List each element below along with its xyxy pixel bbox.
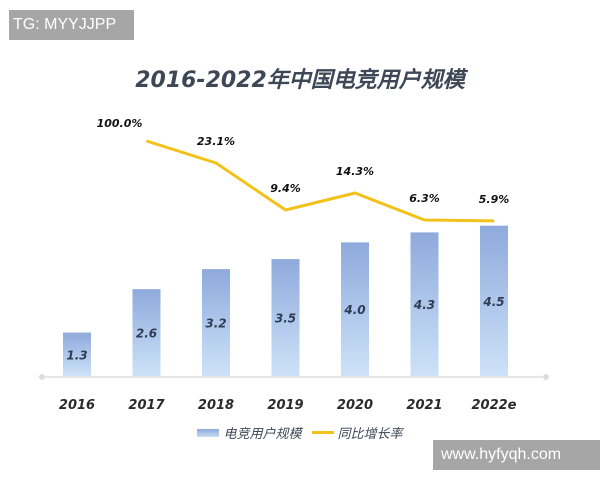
legend-swatch-line bbox=[311, 431, 334, 434]
bar-value-label: 3.5 bbox=[275, 312, 296, 326]
x-tick-label: 2016 bbox=[59, 398, 95, 413]
watermark-top-left: TG: MYYJJPP bbox=[9, 10, 134, 40]
x-tick-label: 2020 bbox=[337, 398, 373, 413]
x-tick-label: 2018 bbox=[198, 398, 234, 413]
bar-value-label: 3.2 bbox=[205, 317, 226, 331]
bar-2019 bbox=[271, 259, 300, 376]
growth-point bbox=[354, 192, 356, 194]
chart-title: 2016-2022年中国电竞用户规模 bbox=[135, 68, 465, 93]
x-tick-label: 2017 bbox=[128, 398, 165, 413]
bar-value-label: 4.3 bbox=[413, 298, 435, 312]
bar-2016 bbox=[63, 332, 91, 376]
growth-value-label: 14.3% bbox=[336, 165, 374, 178]
bar-2021 bbox=[410, 232, 439, 376]
x-tick-label: 2021 bbox=[406, 398, 442, 413]
growth-point bbox=[215, 162, 217, 164]
bar-2017 bbox=[132, 289, 161, 376]
growth-point bbox=[493, 220, 495, 222]
growth-point bbox=[285, 209, 286, 211]
axis-end-left bbox=[39, 374, 45, 380]
legend-label-users: 电竞用户规模 bbox=[223, 427, 302, 442]
legend-swatch-bar bbox=[197, 428, 220, 437]
growth-point bbox=[146, 140, 147, 142]
growth-rate-line bbox=[146, 139, 495, 223]
growth-point bbox=[424, 219, 425, 221]
bar-value-label: 1.3 bbox=[66, 348, 87, 362]
bar-2018 bbox=[202, 269, 230, 376]
x-tick-label: 2022e bbox=[472, 398, 517, 413]
growth-value-label: 23.1% bbox=[197, 135, 235, 148]
growth-value-label: 6.3% bbox=[409, 192, 440, 205]
legend: 电竞用户规模 同比增长率 bbox=[0, 423, 600, 442]
watermark-bottom-right: www.hyfyqh.com bbox=[433, 440, 600, 470]
growth-value-label: 100.0% bbox=[97, 117, 143, 130]
growth-value-label: 5.9% bbox=[479, 193, 510, 206]
bar-2020 bbox=[341, 242, 369, 376]
bar-value-label: 4.0 bbox=[343, 303, 365, 317]
legend-label-growth: 同比增长率 bbox=[337, 427, 403, 442]
bar-value-label: 4.5 bbox=[482, 295, 504, 309]
growth-value-label: 9.4% bbox=[270, 182, 301, 195]
bar-2022e bbox=[480, 225, 508, 376]
bar-value-label: 2.6 bbox=[136, 327, 157, 341]
x-tick-label: 2019 bbox=[267, 398, 303, 413]
axis-end-right bbox=[543, 374, 549, 380]
